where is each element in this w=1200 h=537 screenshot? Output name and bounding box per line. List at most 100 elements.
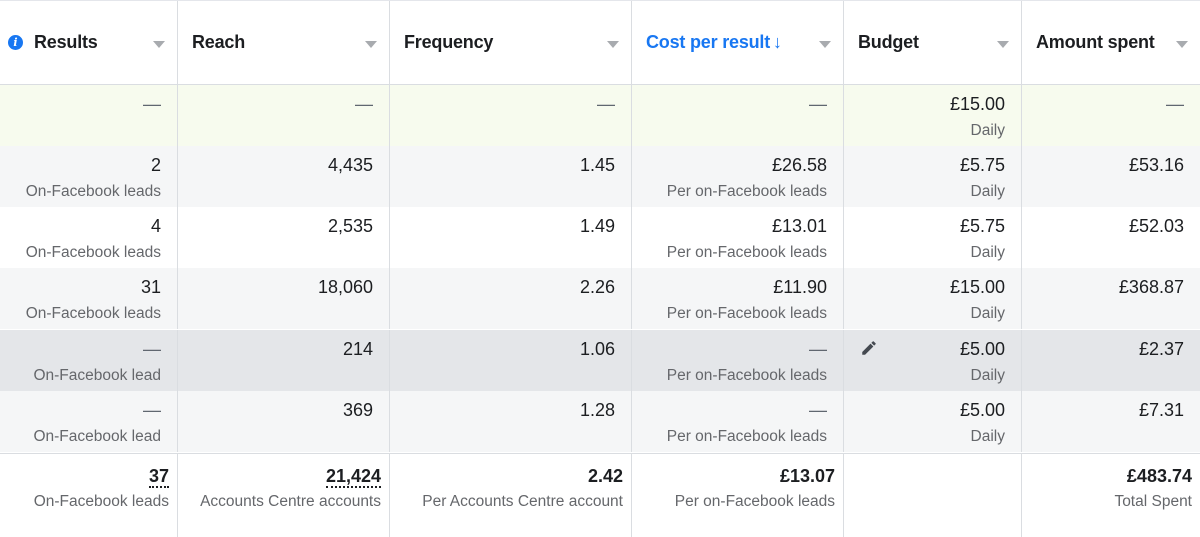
chevron-down-icon[interactable] (607, 41, 619, 48)
chevron-down-icon[interactable] (365, 41, 377, 48)
total-frequency-value: 2.42 (587, 466, 623, 486)
budget-cell[interactable]: £5.75 Daily (844, 146, 1022, 207)
cost-value: £13.01 (771, 216, 827, 236)
cost-value: £11.90 (773, 277, 827, 297)
chevron-down-icon[interactable] (1176, 41, 1188, 48)
reach-cell: 369 (178, 391, 390, 452)
budget-cell[interactable]: £15.00 Daily (844, 268, 1022, 329)
reach-cell: 214 (178, 330, 390, 391)
cost-type: Per on-Facebook leads (666, 183, 827, 200)
amount-spent-value: £52.03 (1128, 216, 1184, 236)
cost-type: Per on-Facebook leads (666, 428, 827, 445)
results-cell: — On-Facebook lead (0, 391, 178, 452)
cost-cell: — Per on-Facebook leads (632, 330, 844, 391)
column-header-amount-spent[interactable]: Amount spent (1022, 1, 1200, 84)
chevron-down-icon[interactable] (153, 41, 165, 48)
total-amount-spent-cell: £483.74 Total Spent (1022, 454, 1200, 537)
budget-value: £15.00 (949, 94, 1005, 114)
table-row[interactable]: — On-Facebook lead 214 1.06 — Per on-Fac… (0, 330, 1200, 391)
frequency-value: 2.26 (579, 277, 615, 297)
reach-value: — (355, 94, 373, 114)
total-cost-type: Per on-Facebook leads (674, 493, 835, 510)
results-type: On-Facebook leads (25, 305, 161, 322)
table-row[interactable]: — On-Facebook lead 369 1.28 — Per on-Fac… (0, 391, 1200, 452)
column-header-cost-per-result[interactable]: Cost per result ↓ (632, 1, 844, 84)
frequency-cell: 1.06 (390, 330, 632, 391)
results-cell: — On-Facebook lead (0, 330, 178, 391)
totals-row: 37 On-Facebook leads 21,424 Accounts Cen… (0, 453, 1200, 537)
budget-cell[interactable]: £5.00 Daily (844, 330, 1022, 391)
amount-spent-cell: — (1022, 85, 1200, 146)
amount-spent-value: £2.37 (1138, 339, 1184, 359)
reach-cell: 4,435 (178, 146, 390, 207)
frequency-value: 1.28 (579, 400, 615, 420)
column-header-label: Reach (192, 32, 246, 52)
total-results-value[interactable]: 37 (148, 466, 169, 488)
table-row[interactable]: 4 On-Facebook leads 2,535 1.49 £13.01 Pe… (0, 207, 1200, 268)
budget-value: £5.00 (959, 339, 1005, 359)
reach-cell: 18,060 (178, 268, 390, 329)
column-header-label: Results (34, 32, 98, 52)
cost-cell: £11.90 Per on-Facebook leads (632, 268, 844, 329)
amount-spent-value: £7.31 (1138, 400, 1184, 420)
cost-type: Per on-Facebook leads (666, 244, 827, 261)
results-cell: 2 On-Facebook leads (0, 146, 178, 207)
results-type: On-Facebook leads (25, 244, 161, 261)
results-type: On-Facebook lead (33, 367, 161, 384)
results-value: 2 (150, 155, 161, 175)
frequency-value: 1.49 (579, 216, 615, 236)
column-header-budget[interactable]: Budget (844, 1, 1022, 84)
table-row[interactable]: — — — — £15.00 Daily — (0, 85, 1200, 146)
budget-period: Daily (970, 367, 1005, 384)
cost-value: £26.58 (771, 155, 827, 175)
column-header-label: Cost per result ↓ (646, 32, 782, 53)
chevron-down-icon[interactable] (819, 41, 831, 48)
total-amount-spent-value: £483.74 (1126, 466, 1192, 486)
cost-cell: £26.58 Per on-Facebook leads (632, 146, 844, 207)
budget-period: Daily (970, 183, 1005, 200)
table-row[interactable]: 31 On-Facebook leads 18,060 2.26 £11.90 … (0, 268, 1200, 329)
info-icon[interactable]: i (8, 35, 23, 50)
total-reach-type: Accounts Centre accounts (200, 493, 381, 510)
amount-spent-cell: £52.03 (1022, 207, 1200, 268)
results-cell: — (0, 85, 178, 146)
cost-type: Per on-Facebook leads (666, 367, 827, 384)
column-header-reach[interactable]: Reach (178, 1, 390, 84)
results-value: — (143, 94, 161, 114)
results-cell: 4 On-Facebook leads (0, 207, 178, 268)
column-header-frequency[interactable]: Frequency (390, 1, 632, 84)
total-reach-value[interactable]: 21,424 (325, 466, 381, 488)
frequency-cell: 1.45 (390, 146, 632, 207)
amount-spent-cell: £7.31 (1022, 391, 1200, 452)
pencil-icon[interactable] (860, 339, 878, 357)
column-header-results[interactable]: i Results (0, 1, 178, 84)
amount-spent-value: — (1166, 94, 1184, 114)
budget-value: £5.75 (959, 216, 1005, 236)
amount-spent-cell: £2.37 (1022, 330, 1200, 391)
table-row[interactable]: 2 On-Facebook leads 4,435 1.45 £26.58 Pe… (0, 146, 1200, 207)
budget-cell[interactable]: £5.00 Daily (844, 391, 1022, 452)
cost-cell: £13.01 Per on-Facebook leads (632, 207, 844, 268)
results-value: 4 (150, 216, 161, 236)
total-cost-cell: £13.07 Per on-Facebook leads (632, 454, 844, 537)
amount-spent-value: £53.16 (1128, 155, 1184, 175)
column-header-label: Amount spent (1036, 32, 1155, 52)
amount-spent-cell: £53.16 (1022, 146, 1200, 207)
total-results-type: On-Facebook leads (33, 493, 169, 510)
budget-value: £5.75 (959, 155, 1005, 175)
frequency-value: — (597, 94, 615, 114)
reach-value: 4,435 (327, 155, 373, 175)
chevron-down-icon[interactable] (997, 41, 1009, 48)
frequency-value: 1.45 (579, 155, 615, 175)
column-header-label: Budget (858, 32, 919, 52)
reach-cell: — (178, 85, 390, 146)
reach-cell: 2,535 (178, 207, 390, 268)
cost-value: — (809, 400, 827, 420)
frequency-cell: — (390, 85, 632, 146)
budget-cell[interactable]: £5.75 Daily (844, 207, 1022, 268)
budget-cell[interactable]: £15.00 Daily (844, 85, 1022, 146)
budget-value: £15.00 (949, 277, 1005, 297)
total-reach-cell: 21,424 Accounts Centre accounts (178, 454, 390, 537)
reach-value: 18,060 (317, 277, 373, 297)
amount-spent-value: £368.87 (1118, 277, 1184, 297)
